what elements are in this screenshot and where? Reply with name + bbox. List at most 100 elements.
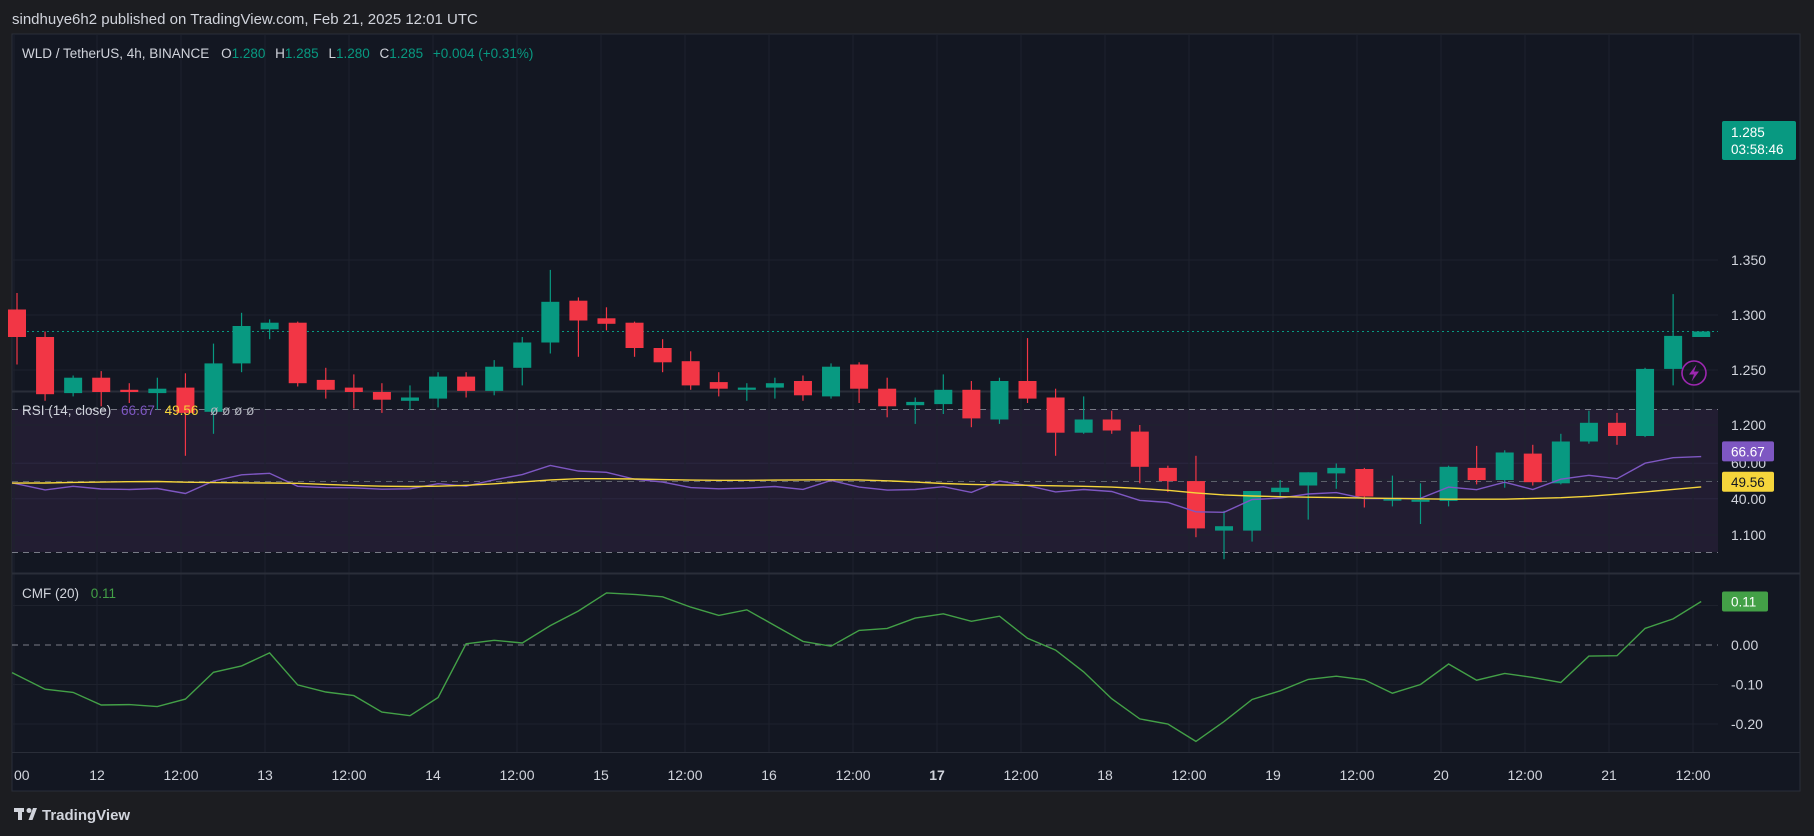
candle-body[interactable]: [1271, 487, 1290, 493]
candle-body[interactable]: [822, 366, 841, 397]
candle[interactable]: [737, 383, 756, 401]
rsi-legend-name[interactable]: RSI (14, close): [22, 403, 111, 418]
candle-body[interactable]: [120, 389, 139, 392]
candle-body[interactable]: [962, 389, 981, 419]
candle[interactable]: [1636, 367, 1655, 438]
cmf-axis[interactable]: 0.00 -0.10 -0.20: [1731, 637, 1763, 732]
candle[interactable]: [1692, 331, 1711, 338]
candle[interactable]: [906, 397, 925, 424]
candle[interactable]: [765, 377, 784, 399]
candle-body[interactable]: [906, 401, 925, 406]
candle[interactable]: [372, 383, 391, 413]
candle[interactable]: [1299, 472, 1318, 520]
candle-body[interactable]: [1046, 397, 1065, 433]
candle-body[interactable]: [1158, 467, 1177, 482]
candle[interactable]: [569, 297, 588, 357]
candle-body[interactable]: [934, 389, 953, 405]
cmf-legend[interactable]: CMF (20) 0.11: [22, 586, 116, 601]
candle[interactable]: [934, 374, 953, 414]
candle-body[interactable]: [1495, 452, 1514, 481]
time-axis[interactable]: 00 12 12:00 13 12:00 14 12:00 15 12:00 16 12:00 17 1…: [14, 767, 1711, 783]
candle[interactable]: [148, 377, 167, 410]
candle[interactable]: [709, 372, 728, 397]
candle-body[interactable]: [653, 348, 672, 363]
candle-body[interactable]: [1215, 526, 1234, 531]
candle[interactable]: [822, 363, 841, 399]
candle-body[interactable]: [1439, 466, 1458, 501]
candle-body[interactable]: [344, 387, 363, 392]
candle[interactable]: [8, 293, 26, 365]
candle-body[interactable]: [372, 392, 391, 400]
candle[interactable]: [1664, 294, 1683, 386]
symbol-label[interactable]: WLD / TetherUS, 4h, BINANCE: [22, 46, 209, 61]
candle-body[interactable]: [1074, 419, 1093, 433]
candle-body[interactable]: [681, 361, 700, 386]
candle-body[interactable]: [457, 376, 476, 391]
tradingview-logo-icon[interactable]: [14, 808, 37, 820]
candle-body[interactable]: [400, 397, 419, 401]
candle-body[interactable]: [1579, 422, 1598, 442]
candle[interactable]: [1383, 475, 1402, 507]
rsi-legend[interactable]: RSI (14, close) 66.67 49.56 ø ø ø ø: [22, 403, 254, 418]
candle[interactable]: [1439, 465, 1458, 507]
candle[interactable]: [176, 373, 195, 456]
tradingview-logo-text[interactable]: TradingView: [42, 807, 130, 824]
candle-body[interactable]: [625, 322, 644, 348]
candle[interactable]: [793, 375, 812, 401]
candle[interactable]: [1523, 444, 1542, 486]
candle-body[interactable]: [232, 326, 251, 364]
candle-body[interactable]: [1551, 441, 1570, 484]
candle[interactable]: [1467, 445, 1486, 485]
candle-body[interactable]: [513, 342, 532, 368]
candle-body[interactable]: [1467, 467, 1486, 480]
candle-body[interactable]: [176, 387, 195, 413]
candle-body[interactable]: [260, 322, 279, 330]
candle[interactable]: [204, 343, 223, 434]
candle[interactable]: [1327, 463, 1346, 489]
candle[interactable]: [64, 375, 83, 397]
candle-body[interactable]: [597, 318, 616, 324]
candle-body[interactable]: [1523, 453, 1542, 483]
candle-body[interactable]: [1607, 422, 1626, 436]
candle-body[interactable]: [850, 364, 869, 389]
candle-body[interactable]: [737, 387, 756, 390]
candle-body[interactable]: [1102, 419, 1121, 431]
candle[interactable]: [1579, 410, 1598, 444]
candle-body[interactable]: [1355, 469, 1374, 497]
candle[interactable]: [260, 319, 279, 340]
candle-body[interactable]: [1018, 381, 1037, 399]
candle[interactable]: [541, 269, 560, 354]
candle-body[interactable]: [1299, 472, 1318, 486]
candle[interactable]: [1102, 410, 1121, 434]
candle[interactable]: [288, 321, 307, 387]
candle-body[interactable]: [878, 388, 897, 407]
candle[interactable]: [36, 331, 55, 401]
candle[interactable]: [1215, 510, 1234, 560]
candle-body[interactable]: [429, 376, 448, 399]
candle[interactable]: [92, 371, 111, 407]
candle[interactable]: [429, 372, 448, 408]
candle[interactable]: [1046, 388, 1065, 456]
candle[interactable]: [120, 383, 139, 403]
candlestick-series[interactable]: [8, 269, 1711, 560]
candle[interactable]: [400, 385, 419, 410]
candle-body[interactable]: [316, 379, 335, 390]
candle[interactable]: [990, 377, 1009, 424]
candle-body[interactable]: [92, 377, 111, 392]
candle-body[interactable]: [148, 388, 167, 394]
candle[interactable]: [232, 312, 251, 373]
candle[interactable]: [457, 372, 476, 398]
candle-body[interactable]: [485, 366, 504, 391]
price-legend[interactable]: WLD / TetherUS, 4h, BINANCE O1.280 H1.28…: [22, 46, 533, 61]
candle-body[interactable]: [541, 301, 560, 343]
candle[interactable]: [1495, 450, 1514, 488]
candle[interactable]: [850, 362, 869, 403]
candle-body[interactable]: [1411, 499, 1430, 502]
candle-body[interactable]: [1130, 431, 1149, 467]
rsi-ma-line[interactable]: [11, 478, 1702, 500]
candle-body[interactable]: [1383, 498, 1402, 501]
candle-body[interactable]: [288, 322, 307, 384]
candle-body[interactable]: [204, 363, 223, 412]
